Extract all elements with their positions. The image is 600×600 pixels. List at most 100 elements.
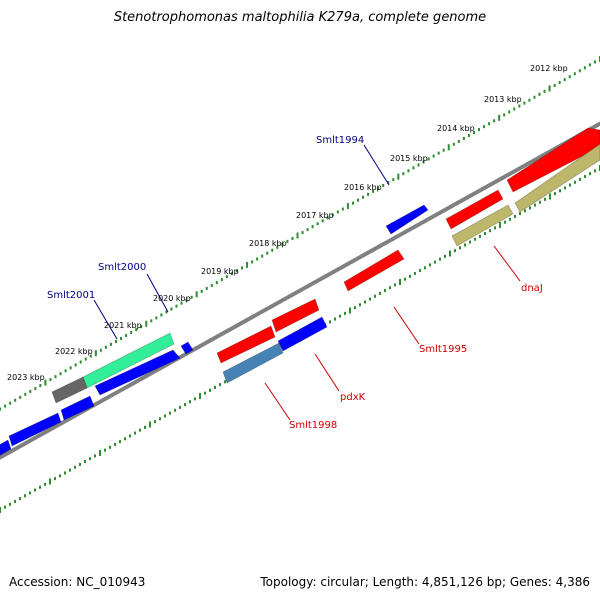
ruler-tick	[402, 172, 405, 176]
ruler-tick	[449, 250, 451, 257]
gene-label-smlt1995[interactable]: Smlt1995	[419, 344, 467, 355]
gene-arrow-fwd-b[interactable]	[8, 412, 62, 447]
gene-arrow-smlt1994[interactable]	[385, 204, 429, 235]
ruler-tick	[79, 360, 82, 364]
ruler-tick	[271, 248, 274, 252]
gene-arrow-pdxk[interactable]	[277, 316, 328, 352]
ruler-tick	[593, 60, 596, 64]
ruler-tick	[533, 95, 536, 99]
ruler-tick	[39, 384, 42, 388]
ruler-tick	[220, 278, 223, 282]
gene-arrow-khaki-dnaj[interactable]	[514, 143, 600, 213]
ruler-tick	[528, 98, 531, 102]
ruler-tick	[377, 186, 380, 190]
ruler-label: 2019 kbp	[201, 267, 239, 276]
ruler-tick	[256, 257, 259, 261]
ruler-tick	[369, 297, 371, 301]
ruler-tick	[579, 177, 581, 181]
ruler-tick	[246, 261, 249, 268]
gene-arrow-pdxk-top[interactable]	[271, 298, 320, 333]
gene-label-smlt1994[interactable]: Smlt1994	[316, 135, 364, 146]
ruler-tick	[205, 286, 208, 290]
ruler-tick	[467, 133, 470, 137]
ruler-tick	[589, 172, 591, 176]
gene-arrow-smlt1998-top[interactable]	[216, 325, 276, 364]
ruler-tick	[483, 125, 486, 129]
ruler-tick	[387, 181, 390, 185]
gene-arrow-smlt1995[interactable]	[343, 249, 405, 292]
gene-arrow-rev-upper[interactable]	[445, 189, 504, 230]
ruler-tick	[0, 407, 2, 411]
gene-arrow-smlt2000[interactable]	[94, 349, 181, 396]
ruler-tick	[404, 277, 406, 281]
ruler-tick	[4, 404, 7, 408]
gene-arrow-gray[interactable]	[51, 376, 88, 404]
ruler-tick	[379, 291, 381, 295]
gene-arrow-fwd-small[interactable]	[180, 341, 194, 355]
ruler-tick	[134, 431, 136, 435]
ruler-tick	[59, 372, 62, 376]
ruler-tick	[499, 222, 501, 228]
ruler-tick	[432, 154, 435, 158]
ruler-tick	[19, 395, 22, 399]
label-leaders	[93, 144, 521, 421]
ruler-tick	[321, 219, 324, 223]
gene-arrow-fwd-c[interactable]	[0, 439, 12, 460]
ruler-tick	[184, 403, 186, 407]
ruler-tick	[199, 393, 201, 399]
ruler-tick	[311, 225, 314, 229]
ruler-tick	[44, 482, 46, 486]
ruler-tick	[434, 260, 436, 264]
gene-label-smlt1998[interactable]: Smlt1998	[289, 420, 337, 431]
ruler-tick	[578, 69, 581, 73]
ruler-tick	[354, 306, 356, 310]
ruler-tick	[484, 232, 486, 236]
gene-arrow-fwd-a[interactable]	[60, 395, 95, 421]
ruler-tick	[419, 269, 421, 273]
gene-arrow-dnaj[interactable]	[506, 127, 600, 193]
ruler-tick	[301, 231, 304, 235]
ruler-tick	[351, 201, 354, 205]
gene-label-dnaj[interactable]: dnaJ	[521, 283, 543, 294]
ruler-tick	[559, 189, 561, 193]
ruler-tick	[544, 197, 546, 201]
ruler-tick	[583, 66, 586, 70]
ruler-tick	[120, 336, 123, 340]
ruler-tick	[251, 260, 254, 264]
ruler-tick	[241, 266, 244, 270]
ruler-tick	[399, 279, 401, 285]
ruler-tick	[165, 310, 168, 314]
ruler-tick	[195, 291, 198, 298]
ruler-tick	[331, 213, 334, 217]
ruler-tick	[140, 325, 143, 329]
ruler-tick	[357, 198, 359, 202]
ruler-tick	[464, 243, 466, 247]
gene-arrow-khaki[interactable]	[451, 204, 514, 247]
gene-label-smlt2000[interactable]: Smlt2000	[98, 262, 146, 273]
ruler-tick	[109, 445, 111, 449]
ruler-tick	[124, 437, 126, 441]
ruler-label: 2018 kbp	[249, 239, 287, 248]
ruler-tick	[139, 428, 141, 432]
ruler-tick	[459, 246, 461, 250]
ruler-tick	[394, 283, 396, 287]
gene-label-smlt2001[interactable]: Smlt2001	[47, 290, 95, 301]
ruler-tick	[518, 104, 521, 108]
ruler-tick	[54, 477, 56, 481]
ruler-tick	[114, 442, 116, 446]
ruler-tick	[523, 101, 526, 105]
ruler-tick	[554, 192, 556, 196]
gene-label-pdxk[interactable]: pdxK	[340, 392, 366, 403]
ruler-tick	[334, 317, 336, 321]
ruler-tick	[104, 345, 107, 349]
ruler-label: 2016 kbp	[344, 183, 382, 192]
ruler-tick	[44, 379, 47, 386]
ruler-tick	[588, 63, 591, 67]
ruler-tick	[9, 401, 12, 405]
ruler-label: 2020 kbp	[153, 294, 191, 303]
ruler-tick	[382, 183, 385, 187]
ruler-tick	[316, 222, 319, 226]
gene-arrow-smlt1998[interactable]	[222, 342, 284, 384]
ruler-tick	[130, 331, 133, 335]
ruler-tick	[210, 284, 213, 288]
